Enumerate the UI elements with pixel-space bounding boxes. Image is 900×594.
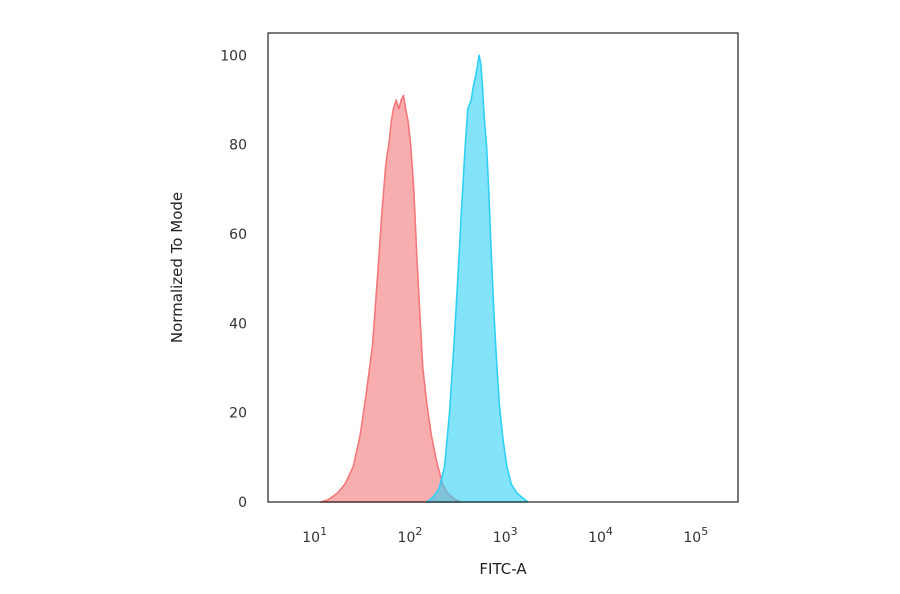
y-tick-label: 0 <box>238 495 247 511</box>
plot-frame <box>267 32 739 503</box>
ticks-layer: 0 20 40 60 80 100 101 102 103 104 105 <box>220 48 708 546</box>
y-tick-label: 20 <box>229 406 247 422</box>
x-tick-label: 102 <box>398 525 423 546</box>
x-tick-label: 105 <box>683 525 708 546</box>
x-tick-label: 104 <box>588 525 613 546</box>
y-tick-label: 80 <box>229 138 247 154</box>
y-tick-label: 60 <box>229 227 247 243</box>
series-1-area <box>319 94 463 503</box>
y-axis-title: Normalized To Mode <box>168 192 186 343</box>
x-axis-title: FITC-A <box>479 560 527 578</box>
x-tick-label: 103 <box>493 525 518 546</box>
y-tick-label: 100 <box>220 48 247 64</box>
y-tick-label: 40 <box>229 316 247 332</box>
series-2-area <box>426 54 529 503</box>
series-layer <box>319 54 529 503</box>
x-tick-label: 101 <box>302 525 327 546</box>
